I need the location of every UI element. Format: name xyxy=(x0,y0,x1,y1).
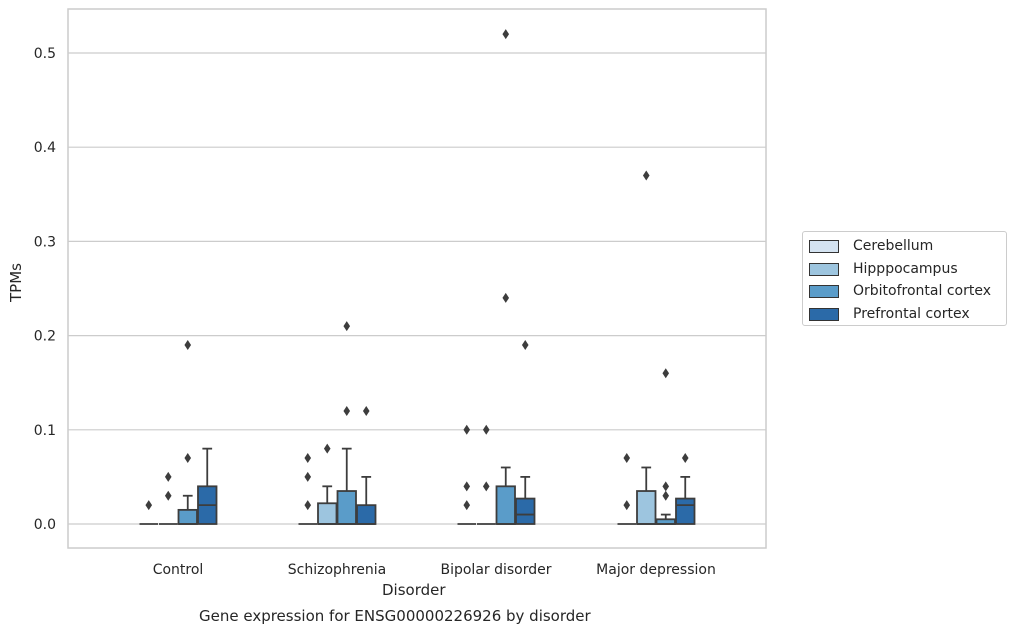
y-axis-label: TPMs xyxy=(7,263,25,302)
outlier-point xyxy=(662,490,670,501)
outlier-point xyxy=(362,405,370,416)
box xyxy=(336,490,357,525)
x-tick-label: Control xyxy=(153,562,204,578)
outlier-point xyxy=(323,443,331,454)
legend-item-prefrontal-cortex: Prefrontal cortex xyxy=(809,304,970,324)
outlier-point xyxy=(343,321,351,332)
outlier-point xyxy=(623,500,631,511)
outlier-point xyxy=(304,500,312,511)
y-tick-label: 0.0 xyxy=(34,517,56,533)
y-tick-label: 0.5 xyxy=(34,46,56,62)
box xyxy=(495,485,516,525)
box xyxy=(636,490,657,525)
outlier-point xyxy=(463,424,471,435)
x-tick-label: Bipolar disorder xyxy=(440,562,551,578)
legend-label-cerebellum: Cerebellum xyxy=(853,238,934,254)
box xyxy=(675,497,696,525)
legend-swatch-orbitofrontal-cortex xyxy=(809,284,839,298)
legend-label-hippocampus: Hipppocampus xyxy=(853,261,958,277)
legend-item-orbitofrontal-cortex: Orbitofrontal cortex xyxy=(809,281,991,301)
y-tick-label: 0.2 xyxy=(34,329,56,345)
outlier-point xyxy=(662,368,670,379)
outlier-point xyxy=(463,500,471,511)
plot-frame xyxy=(67,8,767,549)
outlier-point xyxy=(502,29,510,40)
legend-swatch-hippocampus xyxy=(809,262,839,276)
legend-label-orbitofrontal-cortex: Orbitofrontal cortex xyxy=(853,283,991,299)
outlier-point xyxy=(482,481,490,492)
outlier-point xyxy=(463,481,471,492)
box xyxy=(356,504,377,525)
legend: Cerebellum Hipppocampus Orbitofrontal co… xyxy=(802,231,1007,326)
box xyxy=(177,508,198,525)
outlier-point xyxy=(184,340,192,351)
y-tick-label: 0.4 xyxy=(34,140,56,156)
legend-item-cerebellum: Cerebellum xyxy=(809,236,933,256)
legend-label-prefrontal-cortex: Prefrontal cortex xyxy=(853,306,970,322)
outlier-point xyxy=(304,471,312,482)
outlier-point xyxy=(164,471,172,482)
outlier-point xyxy=(623,453,631,464)
outlier-point xyxy=(521,340,529,351)
y-tick-label: 0.3 xyxy=(34,234,56,250)
outlier-point xyxy=(164,490,172,501)
legend-swatch-prefrontal-cortex xyxy=(809,307,839,321)
box xyxy=(317,502,338,525)
box xyxy=(515,497,536,525)
outlier-point xyxy=(304,453,312,464)
x-tick-label: Schizophrenia xyxy=(288,562,386,578)
outlier-point xyxy=(482,424,490,435)
x-axis-label: Disorder xyxy=(382,581,446,599)
outlier-point xyxy=(642,170,650,181)
outlier-point xyxy=(145,500,153,511)
outlier-point xyxy=(502,292,510,303)
outlier-point xyxy=(343,405,351,416)
x-tick-label: Major depression xyxy=(596,562,716,578)
outlier-point xyxy=(184,453,192,464)
legend-item-hippocampus: Hipppocampus xyxy=(809,259,958,279)
legend-swatch-cerebellum xyxy=(809,239,839,253)
y-tick-label: 0.1 xyxy=(34,423,56,439)
chart-title: Gene expression for ENSG00000226926 by d… xyxy=(199,607,591,625)
outlier-point xyxy=(662,481,670,492)
outlier-point xyxy=(681,453,689,464)
